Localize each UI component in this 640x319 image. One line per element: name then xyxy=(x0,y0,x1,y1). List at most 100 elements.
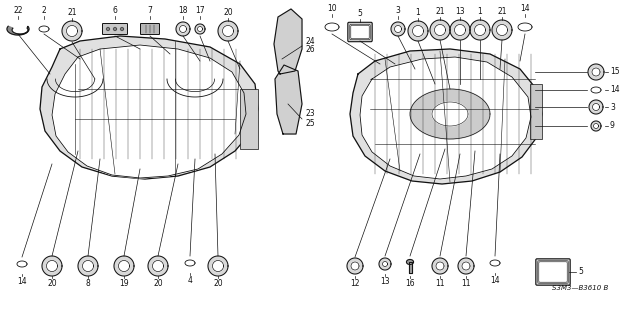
Text: 8: 8 xyxy=(86,279,90,288)
Polygon shape xyxy=(148,256,168,276)
Polygon shape xyxy=(592,68,600,76)
Text: 14: 14 xyxy=(17,277,27,286)
Polygon shape xyxy=(347,258,363,274)
Text: 10: 10 xyxy=(327,4,337,13)
Polygon shape xyxy=(383,262,387,266)
FancyBboxPatch shape xyxy=(538,261,568,283)
Polygon shape xyxy=(120,27,124,31)
Polygon shape xyxy=(458,258,474,274)
Polygon shape xyxy=(593,123,598,129)
Polygon shape xyxy=(176,22,190,36)
Polygon shape xyxy=(195,24,205,34)
Bar xyxy=(530,84,542,139)
Text: 6: 6 xyxy=(113,6,117,15)
Polygon shape xyxy=(518,23,532,31)
Text: 3: 3 xyxy=(396,6,401,15)
Polygon shape xyxy=(118,261,129,271)
Polygon shape xyxy=(350,49,542,184)
Polygon shape xyxy=(391,22,405,36)
Text: 14: 14 xyxy=(610,85,620,94)
Text: 9: 9 xyxy=(610,122,615,130)
Polygon shape xyxy=(208,256,228,276)
Text: 16: 16 xyxy=(405,279,415,288)
Polygon shape xyxy=(83,261,93,271)
Polygon shape xyxy=(589,100,603,114)
Text: 25: 25 xyxy=(306,118,316,128)
Text: 3: 3 xyxy=(610,102,615,112)
Polygon shape xyxy=(7,26,29,35)
Text: 5: 5 xyxy=(358,9,362,18)
Text: 13: 13 xyxy=(455,7,465,16)
Text: 11: 11 xyxy=(461,279,471,288)
Text: 15: 15 xyxy=(610,68,620,77)
Text: 7: 7 xyxy=(148,6,152,15)
Text: 20: 20 xyxy=(47,279,57,288)
Polygon shape xyxy=(408,262,412,273)
Polygon shape xyxy=(218,21,238,41)
Polygon shape xyxy=(410,89,490,139)
Polygon shape xyxy=(40,36,258,179)
Polygon shape xyxy=(450,20,470,40)
Polygon shape xyxy=(185,260,195,266)
Text: 17: 17 xyxy=(195,6,205,15)
Text: S3M3—B3610 B: S3M3—B3610 B xyxy=(552,285,608,291)
Polygon shape xyxy=(62,21,82,41)
Bar xyxy=(240,89,258,149)
Polygon shape xyxy=(435,25,445,35)
Text: 14: 14 xyxy=(520,4,530,13)
FancyBboxPatch shape xyxy=(536,259,570,285)
Polygon shape xyxy=(432,102,468,126)
FancyBboxPatch shape xyxy=(539,262,567,282)
Polygon shape xyxy=(275,65,302,134)
Polygon shape xyxy=(47,261,58,271)
Polygon shape xyxy=(212,261,223,271)
Polygon shape xyxy=(152,261,163,271)
Polygon shape xyxy=(325,23,339,31)
Text: 2: 2 xyxy=(42,6,46,15)
Text: 21: 21 xyxy=(497,7,507,16)
Text: 23: 23 xyxy=(306,109,316,118)
Polygon shape xyxy=(394,26,401,33)
Polygon shape xyxy=(413,26,424,36)
Polygon shape xyxy=(39,26,49,32)
Text: 21: 21 xyxy=(435,7,445,16)
Polygon shape xyxy=(591,121,601,131)
Polygon shape xyxy=(430,20,450,40)
Text: 4: 4 xyxy=(188,276,193,285)
Polygon shape xyxy=(406,259,413,264)
Polygon shape xyxy=(432,258,448,274)
Text: 24: 24 xyxy=(306,36,316,46)
FancyBboxPatch shape xyxy=(348,22,372,42)
Text: 20: 20 xyxy=(223,8,233,17)
Text: 1: 1 xyxy=(415,8,420,17)
FancyBboxPatch shape xyxy=(141,24,159,34)
Polygon shape xyxy=(470,20,490,40)
Polygon shape xyxy=(360,57,531,179)
Text: 21: 21 xyxy=(67,8,77,17)
Polygon shape xyxy=(17,261,27,267)
Polygon shape xyxy=(179,26,186,33)
Polygon shape xyxy=(106,27,109,31)
Polygon shape xyxy=(114,256,134,276)
Polygon shape xyxy=(408,21,428,41)
Polygon shape xyxy=(591,87,601,93)
Text: 14: 14 xyxy=(490,276,500,285)
Polygon shape xyxy=(436,262,444,270)
Text: 22: 22 xyxy=(13,6,23,15)
Polygon shape xyxy=(454,25,465,35)
Text: 13: 13 xyxy=(380,277,390,286)
FancyBboxPatch shape xyxy=(350,24,370,40)
Polygon shape xyxy=(588,64,604,80)
FancyBboxPatch shape xyxy=(351,25,369,39)
Polygon shape xyxy=(497,25,508,35)
Polygon shape xyxy=(492,20,512,40)
Text: 1: 1 xyxy=(477,7,483,16)
Polygon shape xyxy=(113,27,116,31)
Polygon shape xyxy=(593,103,600,110)
Polygon shape xyxy=(78,256,98,276)
Text: 5: 5 xyxy=(578,268,583,277)
Polygon shape xyxy=(67,26,77,36)
Polygon shape xyxy=(462,262,470,270)
Polygon shape xyxy=(198,26,202,32)
Polygon shape xyxy=(490,260,500,266)
